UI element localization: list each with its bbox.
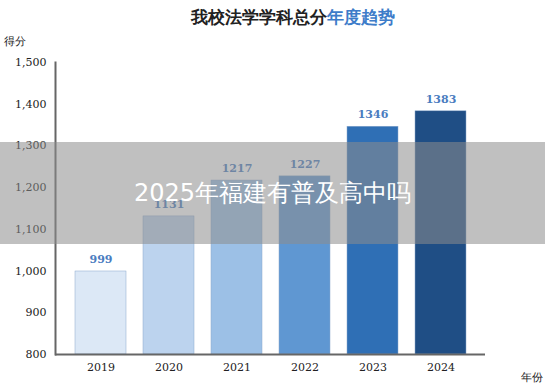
svg-text:2023: 2023: [359, 361, 387, 374]
svg-text:2021: 2021: [223, 361, 251, 374]
svg-text:1,500: 1,500: [15, 56, 47, 69]
svg-text:1,000: 1,000: [15, 265, 47, 278]
svg-text:1217: 1217: [222, 162, 253, 175]
svg-text:2024: 2024: [427, 361, 455, 374]
svg-text:2020: 2020: [155, 361, 183, 374]
svg-text:1,100: 1,100: [15, 223, 47, 236]
svg-text:800: 800: [26, 348, 47, 361]
svg-text:2019: 2019: [87, 361, 115, 374]
svg-text:得分: 得分: [4, 35, 26, 48]
svg-text:1131: 1131: [154, 198, 185, 211]
svg-text:2022: 2022: [291, 361, 319, 374]
svg-text:年份: 年份: [521, 371, 543, 384]
svg-text:1383: 1383: [426, 93, 457, 106]
svg-text:900: 900: [26, 306, 47, 319]
svg-text:1346: 1346: [358, 108, 389, 121]
svg-text:999: 999: [90, 253, 113, 266]
svg-text:1,200: 1,200: [15, 181, 47, 194]
svg-text:1,300: 1,300: [15, 139, 47, 152]
svg-text:1,400: 1,400: [15, 98, 47, 111]
svg-text:1227: 1227: [290, 158, 321, 171]
